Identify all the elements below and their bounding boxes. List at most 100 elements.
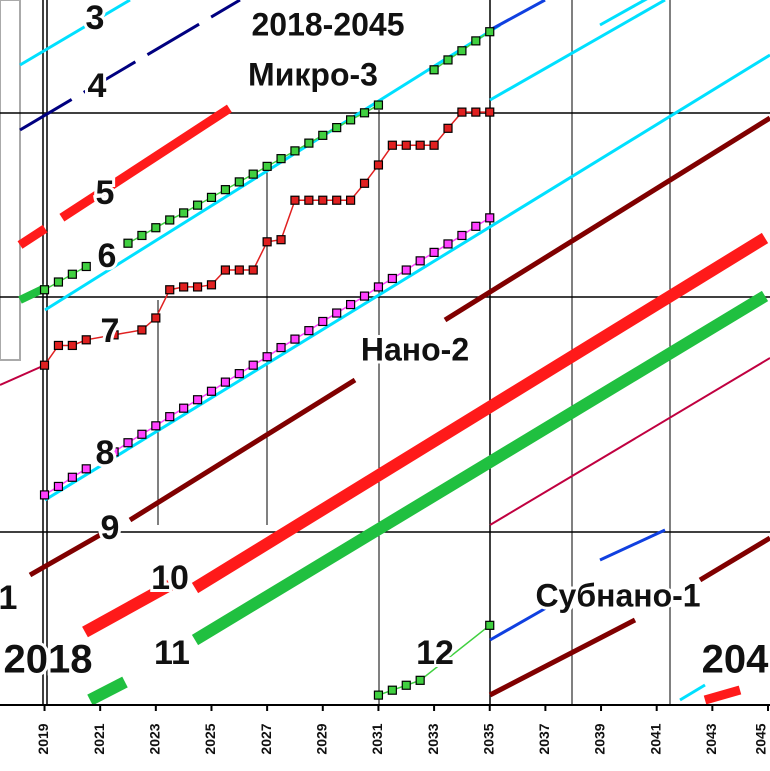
marker [443, 123, 453, 133]
marker [415, 256, 425, 266]
marker [359, 291, 370, 301]
marker [471, 107, 481, 117]
marker [457, 46, 467, 56]
marker [137, 325, 147, 335]
marker [179, 282, 189, 292]
marker [192, 200, 203, 210]
x-tick-label: 2019 [35, 723, 51, 754]
marker [290, 334, 300, 344]
marker [318, 195, 328, 205]
x-tick-label: 2035 [480, 723, 496, 754]
annotation: 1 [0, 579, 17, 617]
marker [346, 195, 356, 205]
marker [81, 261, 91, 272]
marker [429, 247, 439, 257]
marker [53, 340, 64, 351]
marker [165, 285, 175, 295]
x-tick-label: 2043 [703, 723, 719, 754]
marker [429, 65, 439, 75]
marker [346, 115, 356, 125]
x-tick-label: 2045 [753, 723, 769, 754]
marker [234, 369, 244, 379]
marker [206, 192, 217, 202]
marker [485, 107, 495, 117]
annotation: 2018 [4, 638, 93, 682]
x-tick-label: 2023 [147, 723, 163, 754]
marker [290, 146, 300, 156]
marker [373, 282, 384, 292]
marker [443, 239, 453, 249]
marker [206, 280, 217, 290]
annotation: 204 [702, 638, 769, 682]
marker [151, 313, 161, 323]
marker [359, 108, 370, 118]
marker [373, 160, 384, 170]
series-line [44, 217, 491, 496]
marker [346, 299, 356, 310]
x-tick-label: 2037 [536, 723, 552, 754]
x-tick-label: 2039 [592, 723, 608, 754]
marker [387, 685, 397, 695]
marker [332, 195, 342, 205]
annotation: 8 [96, 434, 115, 472]
marker [318, 130, 328, 140]
marker [304, 326, 314, 336]
marker [304, 195, 314, 205]
x-tick-label: 2025 [202, 723, 218, 754]
marker [137, 429, 147, 439]
marker [234, 177, 244, 187]
marker [53, 277, 64, 287]
marker [401, 680, 411, 690]
marker [206, 386, 217, 396]
marker [220, 265, 230, 275]
marker [248, 169, 258, 179]
marker [81, 464, 91, 474]
x-tick-label: 2027 [258, 723, 274, 754]
marker [109, 447, 119, 457]
marker [485, 27, 495, 37]
marker [151, 223, 161, 233]
marker [137, 230, 147, 241]
marker [262, 237, 272, 247]
marker [220, 185, 230, 195]
x-tick-label: 2041 [647, 723, 663, 754]
x-tick-label: 2029 [313, 723, 329, 754]
marker [39, 490, 50, 500]
annotation: Микро-3 [248, 56, 378, 92]
marker [109, 330, 119, 340]
marker [290, 195, 300, 205]
diagonal-bands [0, 0, 770, 706]
marker [220, 377, 230, 387]
marker [123, 438, 133, 448]
annotation: Нано-2 [361, 331, 469, 367]
marker [192, 282, 203, 292]
marker [387, 273, 397, 284]
annotation: 7 [101, 312, 120, 350]
marker [39, 360, 50, 370]
marker [39, 285, 50, 295]
annotation: 5 [96, 174, 115, 212]
x-tick-label: 2031 [369, 723, 385, 754]
marker [415, 675, 425, 685]
annotation: Субнано-1 [535, 577, 700, 613]
annotation: 6 [98, 237, 117, 275]
marker [192, 395, 203, 405]
marker [443, 55, 453, 65]
marker [401, 265, 411, 275]
marker [276, 154, 286, 164]
marker [429, 140, 439, 150]
marker [304, 138, 314, 148]
marker [471, 221, 481, 231]
marker [387, 140, 397, 150]
marker [179, 403, 189, 413]
annotation: 9 [101, 509, 120, 547]
marker [359, 178, 370, 188]
annotation: 10 [151, 559, 189, 597]
annotation: 4 [88, 67, 107, 105]
marker [151, 421, 161, 431]
marker [373, 690, 384, 700]
annotation: 2018-2045 [251, 6, 404, 42]
marker [457, 107, 467, 117]
marker [165, 412, 175, 422]
marker [262, 161, 272, 171]
